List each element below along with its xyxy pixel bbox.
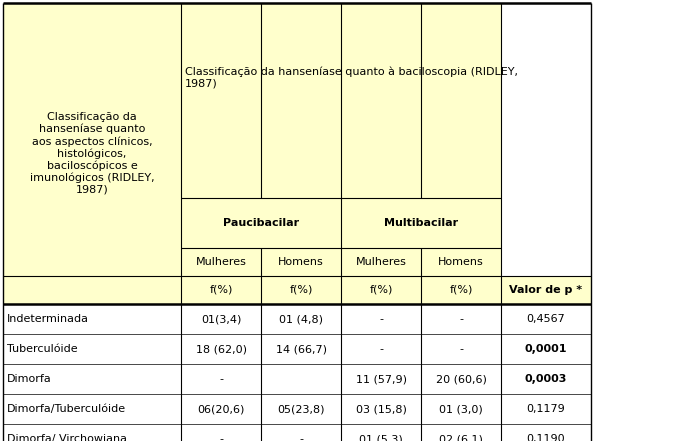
Text: Tuberculóide: Tuberculóide [7,344,78,354]
Text: Classificação da hanseníase quanto à baciloscopia (RIDLEY,
1987): Classificação da hanseníase quanto à bac… [185,66,518,88]
Text: Homens: Homens [278,257,324,267]
Text: Mulheres: Mulheres [195,257,247,267]
Text: 01(3,4): 01(3,4) [201,314,241,324]
Text: 0,1179: 0,1179 [526,404,565,414]
Text: 01 (3,0): 01 (3,0) [439,404,483,414]
Text: Dimorfa/Tuberculóide: Dimorfa/Tuberculóide [7,404,126,414]
Text: 0,4567: 0,4567 [526,314,565,324]
Text: f(%): f(%) [210,285,233,295]
Text: Valor de p *: Valor de p * [510,285,582,295]
Text: 02 (6,1): 02 (6,1) [439,434,483,441]
Text: 05(23,8): 05(23,8) [277,404,325,414]
Bar [3,424,591,441]
Text: -: - [219,434,223,441]
Text: 06(20,6): 06(20,6) [197,404,245,414]
Bar [3,248,181,276]
Bar [501,3,591,198]
Text: 0,0001: 0,0001 [525,344,568,354]
Text: -: - [299,434,303,441]
Bar [3,304,591,334]
Text: Paucibacilar: Paucibacilar [223,218,299,228]
Text: Indeterminada: Indeterminada [7,314,89,324]
Text: f(%): f(%) [450,285,472,295]
Text: f(%): f(%) [369,285,393,295]
Text: 0,0003: 0,0003 [525,374,568,384]
Text: -: - [219,374,223,384]
Text: 20 (60,6): 20 (60,6) [435,374,487,384]
Bar [3,394,591,424]
Bar [501,198,591,248]
Text: 01 (5,3): 01 (5,3) [359,434,403,441]
Text: 11 (57,9): 11 (57,9) [355,374,406,384]
Bar [3,3,181,198]
Text: -: - [459,344,463,354]
Bar [3,364,591,394]
Text: 14 (66,7): 14 (66,7) [276,344,326,354]
Text: f(%): f(%) [289,285,313,295]
Bar [501,248,591,276]
Text: Multibacilar: Multibacilar [384,218,458,228]
Bar [181,248,501,276]
Text: 03 (15,8): 03 (15,8) [356,404,406,414]
Text: Dimorfa: Dimorfa [7,374,52,384]
Text: -: - [379,344,383,354]
Text: 0,1190: 0,1190 [526,434,565,441]
Bar [3,198,181,248]
Bar [3,276,591,304]
Text: 01 (4,8): 01 (4,8) [279,314,323,324]
Bar [3,334,591,364]
Text: Classificação da
hanseníase quanto
aos aspectos clínicos,
histológicos,
bacilosc: Classificação da hanseníase quanto aos a… [30,112,154,195]
Text: -: - [459,314,463,324]
Text: Homens: Homens [438,257,484,267]
Text: Dimorfa/ Virchowiana: Dimorfa/ Virchowiana [7,434,127,441]
Bar [181,3,501,198]
Text: 18 (62,0): 18 (62,0) [195,344,247,354]
Bar [181,198,501,248]
Text: Mulheres: Mulheres [356,257,406,267]
Text: -: - [379,314,383,324]
